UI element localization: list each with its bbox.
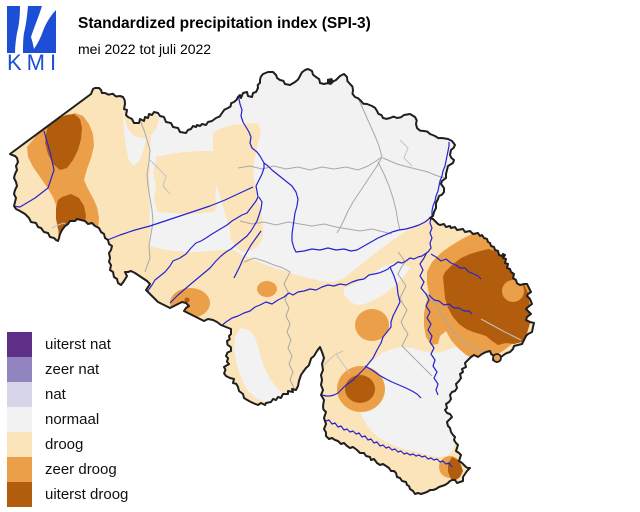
- svg-text:KMI: KMI: [7, 50, 59, 75]
